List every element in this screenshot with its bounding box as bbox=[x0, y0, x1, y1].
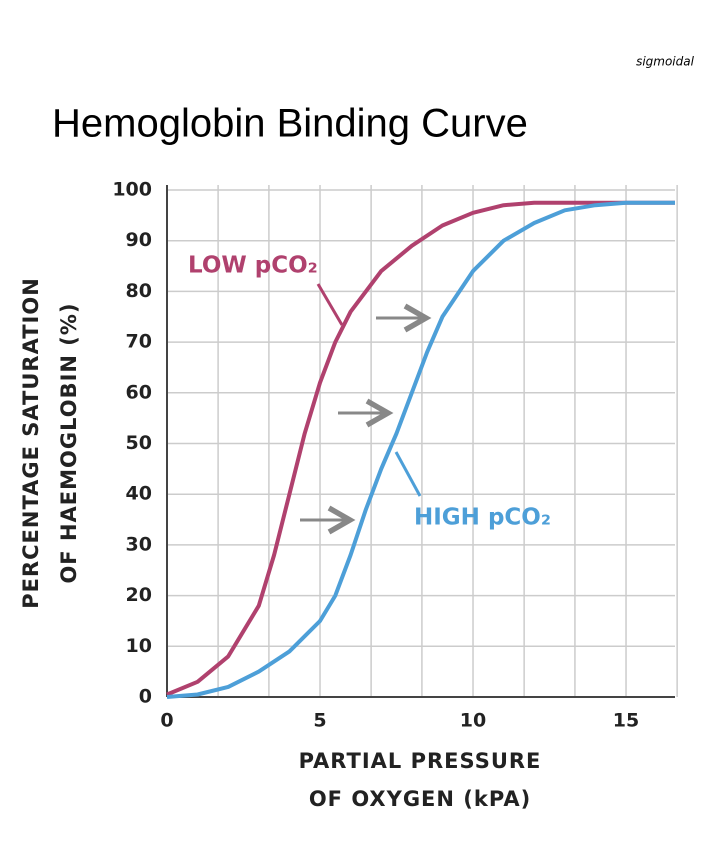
x-tick-label: 0 bbox=[160, 710, 173, 732]
x-axis-label: OF OXYGEN (kPA) bbox=[309, 787, 531, 811]
chart-title: Hemoglobin Binding Curve bbox=[52, 102, 528, 146]
y-tick-label: 20 bbox=[126, 584, 152, 606]
y-tick-label: 100 bbox=[112, 179, 152, 201]
x-tick-label: 10 bbox=[460, 710, 486, 732]
grid: 0 10 20 30 40 50 60 70 80 90 100 0 5 10 15 bbox=[112, 179, 678, 732]
y-tick-label: 70 bbox=[126, 331, 152, 353]
y-tick-label: 40 bbox=[126, 483, 152, 505]
x-tick-label: 15 bbox=[613, 710, 639, 732]
y-axis-label: PERCENTAGE SATURATION bbox=[19, 277, 43, 609]
y-tick-label: 50 bbox=[126, 432, 152, 454]
series-line bbox=[166, 200, 675, 697]
y-axis-label: OF HAEMOGLOBIN (%) bbox=[57, 302, 81, 583]
arrows bbox=[300, 303, 432, 535]
y-tick-label: 30 bbox=[126, 533, 152, 555]
y-tick-label: 80 bbox=[126, 280, 152, 302]
series-line bbox=[166, 200, 675, 699]
leader-line bbox=[394, 451, 422, 497]
x-axis-label: PARTIAL PRESSURE bbox=[299, 749, 542, 773]
x-tick-label: 5 bbox=[313, 710, 326, 732]
y-tick-label: 90 bbox=[126, 229, 152, 251]
series-label: HIGH pCO₂ bbox=[414, 505, 551, 531]
leader-line bbox=[316, 283, 344, 326]
y-tick-label: 0 bbox=[139, 686, 152, 708]
watermark: sigmoidal bbox=[636, 55, 695, 69]
series-label: LOW pCO₂ bbox=[188, 253, 318, 279]
y-tick-label: 10 bbox=[126, 635, 152, 657]
y-tick-label: 60 bbox=[126, 381, 152, 403]
lines bbox=[166, 200, 675, 699]
